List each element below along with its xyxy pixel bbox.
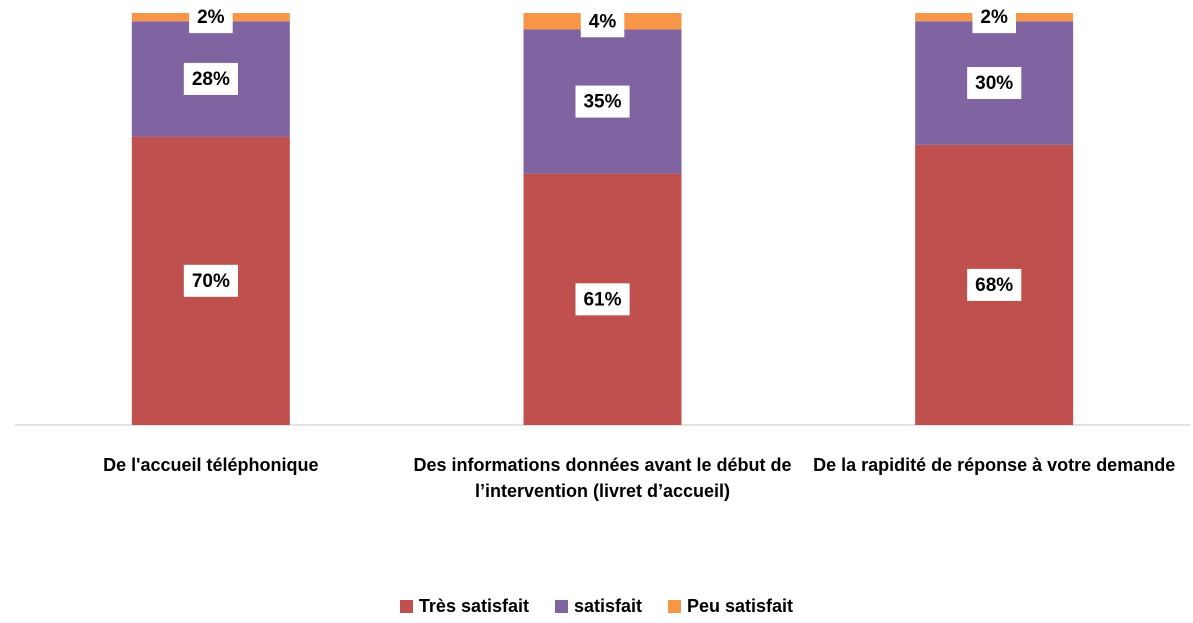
value-label-box	[967, 268, 1022, 301]
value-label-box	[575, 85, 630, 118]
value-label: 28%	[192, 69, 230, 90]
value-label-box	[575, 283, 630, 316]
value-label-box	[972, 1, 1016, 34]
x-tick-label: De l'accueil téléphonique	[103, 455, 319, 475]
value-label: 70%	[192, 271, 230, 292]
value-label: 35%	[583, 92, 621, 113]
value-label-box	[189, 1, 233, 34]
value-label: 30%	[975, 73, 1013, 94]
value-label-box	[580, 5, 625, 38]
legend-label: Très satisfait	[418, 596, 529, 616]
value-label: 4%	[589, 11, 617, 32]
x-tick-label: De la rapidité de réponse à votre demand…	[813, 455, 1176, 475]
value-label-box	[967, 67, 1022, 100]
value-label: 2%	[197, 7, 225, 28]
legend-swatch	[399, 600, 413, 613]
value-label: 2%	[980, 7, 1008, 28]
value-label: 61%	[583, 289, 621, 310]
legend-label: satisfait	[573, 596, 643, 616]
legend: Très satisfait satisfait Peu satisfait	[0, 596, 1193, 617]
legend-item: satisfait	[554, 596, 643, 617]
legend-item: Peu satisfait	[668, 596, 793, 617]
legend-swatch	[668, 600, 682, 613]
legend-item: Très satisfait	[399, 596, 529, 617]
legend-label: Peu satisfait	[687, 596, 794, 616]
x-tick-label: Des informations données avant le début …	[413, 455, 792, 501]
legend-swatch	[554, 600, 568, 613]
value-label: 68%	[975, 275, 1013, 296]
value-label-box	[183, 62, 238, 95]
value-label-box	[183, 264, 238, 297]
